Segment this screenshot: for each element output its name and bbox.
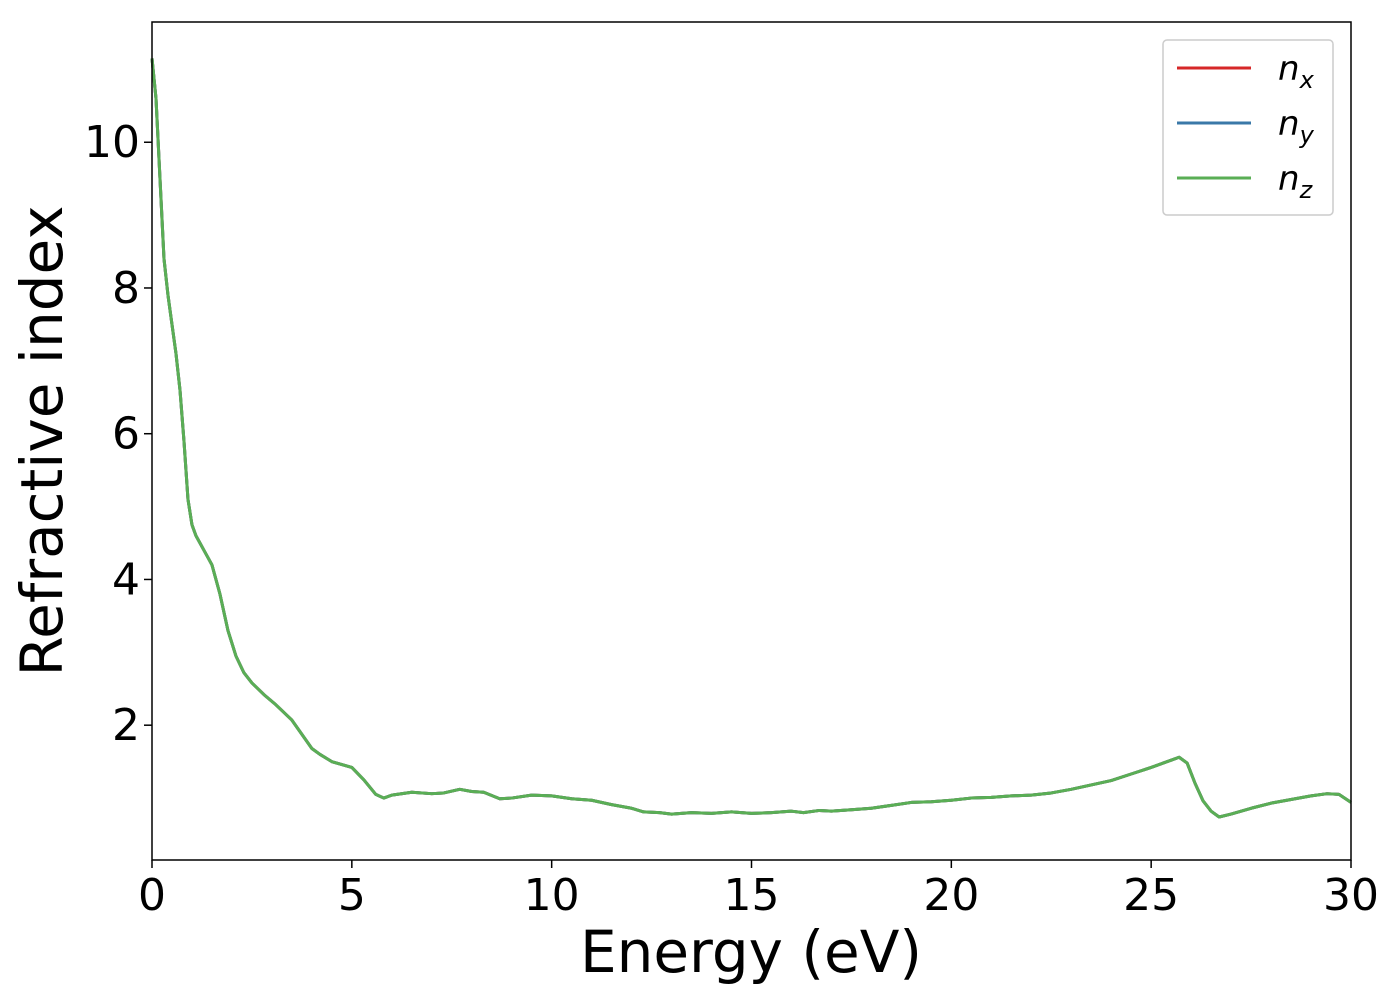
legend-label-x: nx xyxy=(1278,49,1315,94)
x-tick-label: 30 xyxy=(1323,870,1379,921)
y-axis: 2 4 6 8 10 xyxy=(84,117,152,751)
y-axis-title: Refractive index xyxy=(8,205,76,676)
y-tick-label: 4 xyxy=(112,554,140,605)
x-axis-title: Energy (eV) xyxy=(580,918,922,986)
x-tick-label: 0 xyxy=(138,870,166,921)
legend-box xyxy=(1162,39,1334,216)
x-axis: 0 5 10 15 20 25 30 xyxy=(138,860,1379,921)
x-tick-label: 25 xyxy=(1123,870,1179,921)
y-tick-label: 10 xyxy=(84,117,140,168)
series-layer xyxy=(150,58,1352,819)
legend-label-y: ny xyxy=(1278,104,1315,149)
plot-area xyxy=(152,22,1351,860)
y-tick-label: 6 xyxy=(112,409,140,460)
legend-label-z: nz xyxy=(1278,159,1314,204)
x-tick-label: 10 xyxy=(524,870,580,921)
x-tick-label: 15 xyxy=(724,870,780,921)
legend: nx ny nz xyxy=(1162,39,1334,216)
series-line-z xyxy=(150,58,1352,819)
x-tick-label: 20 xyxy=(923,870,979,921)
y-tick-label: 2 xyxy=(112,700,140,751)
y-tick-label: 8 xyxy=(112,263,140,314)
x-tick-label: 5 xyxy=(338,870,366,921)
